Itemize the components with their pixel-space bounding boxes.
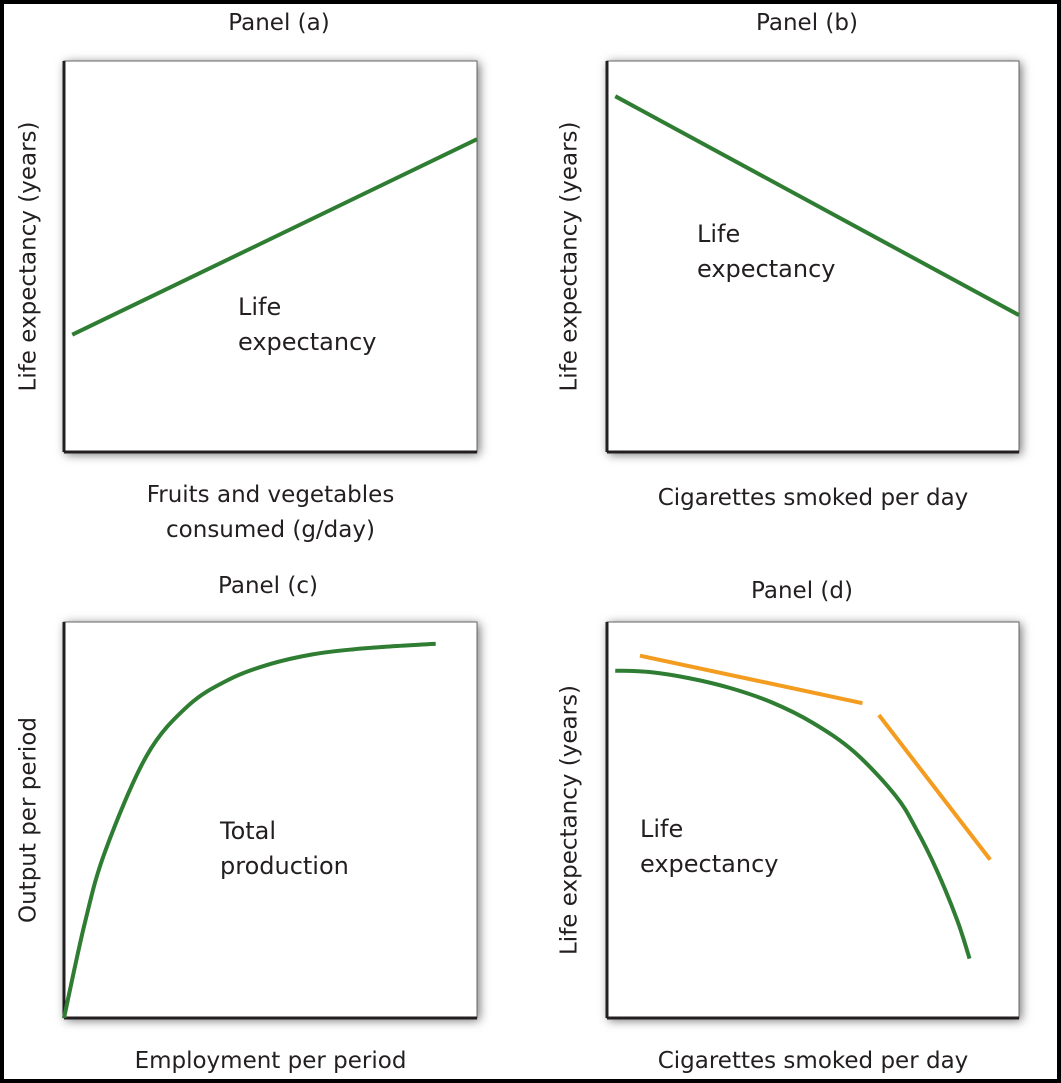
plot-area (606, 60, 1020, 453)
curve-label: Life (697, 220, 740, 248)
x-axis-label: Cigarettes smoked per day (658, 485, 969, 511)
plot-area (63, 621, 478, 1019)
panel-title: Panel (c) (218, 573, 318, 599)
tangent-line (877, 713, 992, 861)
curve-label: production (220, 852, 349, 880)
curve-label: expectancy (697, 255, 835, 283)
curve-label: Life (640, 815, 683, 843)
tangent-line (639, 653, 863, 706)
plot-area (606, 621, 1020, 1019)
x-axis-label: Employment per period (135, 1048, 407, 1074)
series-line (71, 137, 478, 337)
four-panel-chart: Panel (a) Life expectancy (years) Fruits a… (16, 10, 1020, 1074)
y-axis-label: Life expectancy (years) (557, 685, 583, 955)
panel-title: Panel (a) (228, 10, 329, 36)
panel-title: Panel (d) (751, 578, 853, 604)
panel-title: Panel (b) (756, 10, 858, 36)
curve-label: expectancy (238, 328, 376, 356)
panel-c: Panel (c) Output per period Employment per… (16, 573, 478, 1074)
figure-frame: Panel (a) Life expectancy (years) Fruits a… (4, 4, 1057, 1079)
series-line (62, 641, 436, 1019)
panel-a: Panel (a) Life expectancy (years) Fruits a… (16, 10, 478, 543)
y-axis-label: Output per period (16, 717, 42, 923)
series-line (615, 668, 972, 960)
plot-area (63, 60, 478, 453)
panel-d: Panel (d) Life expectancy (years) Cigarett… (557, 578, 1020, 1074)
curve-label: Total (219, 817, 276, 845)
curve-label: Life (238, 293, 281, 321)
y-axis-label: Life expectancy (years) (557, 121, 583, 391)
curve-label: expectancy (640, 850, 778, 878)
x-axis-label: Cigarettes smoked per day (658, 1048, 969, 1074)
x-axis-label: consumed (g/day) (166, 517, 375, 543)
series-line (614, 94, 1020, 317)
x-axis-label: Fruits and vegetables (147, 482, 395, 508)
y-axis-label: Life expectancy (years) (16, 121, 42, 391)
panel-b: Panel (b) Life expectancy (years) Cigarett… (557, 10, 1020, 511)
